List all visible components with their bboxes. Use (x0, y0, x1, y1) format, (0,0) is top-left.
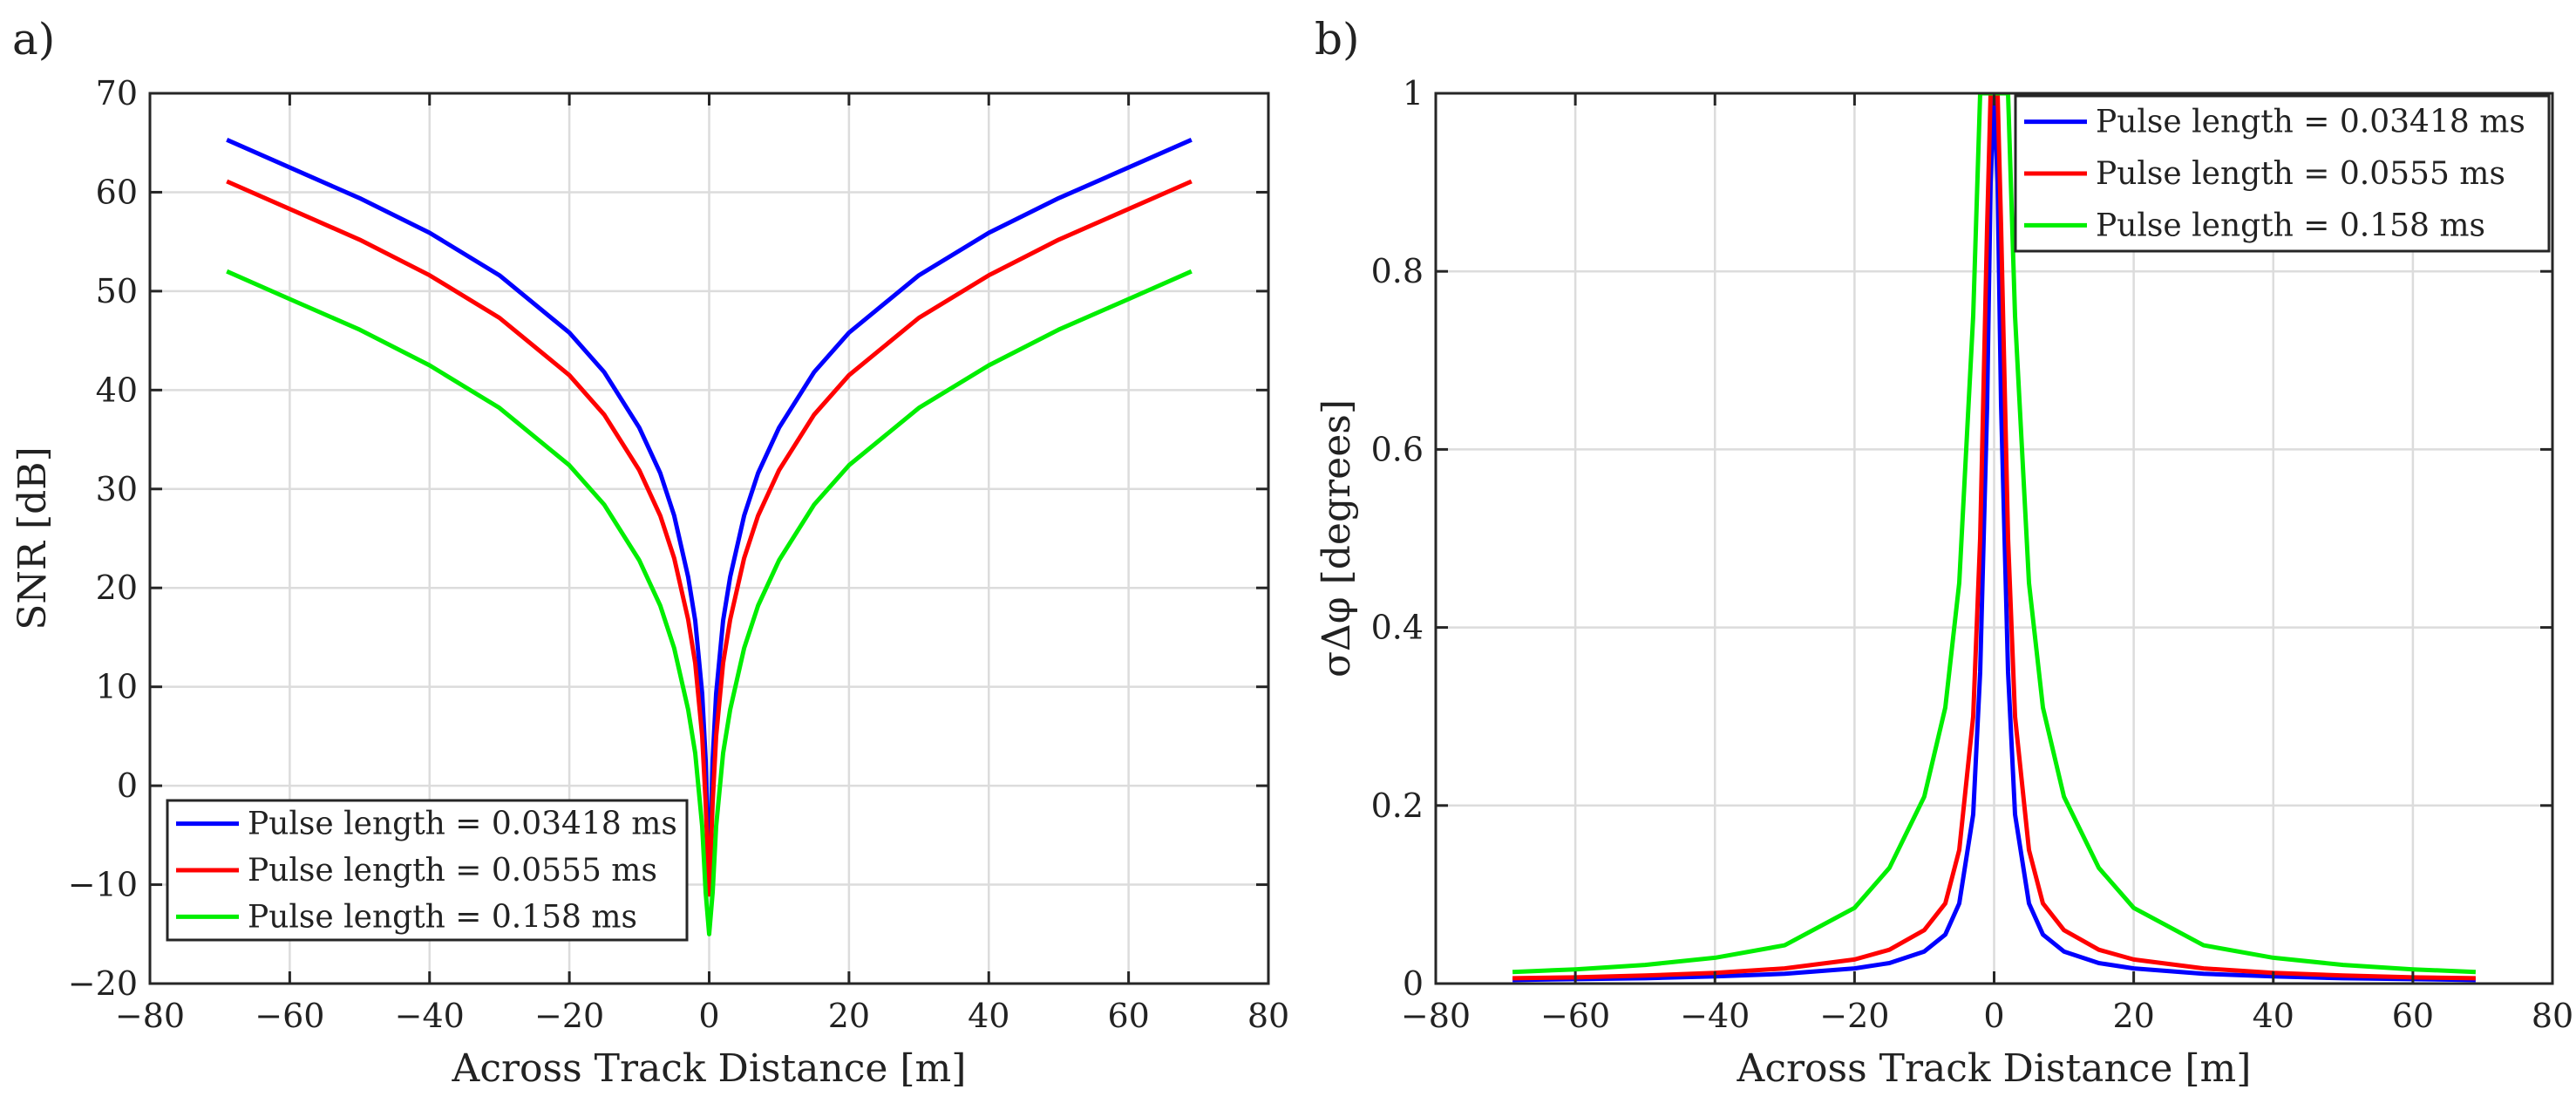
y-tick-label: 60 (96, 173, 138, 211)
x-tick-label: 60 (1107, 997, 1149, 1035)
x-tick-label: −40 (1680, 997, 1750, 1035)
y-tick-label: 40 (96, 371, 138, 409)
legend-entry-1: Pulse length = 0.0555 ms (248, 853, 657, 889)
x-tick-label: 40 (2253, 997, 2294, 1035)
y-tick-label: 0 (117, 766, 138, 805)
y-tick-label: 0.6 (1371, 430, 1424, 468)
snr-chart: −80 −60 −40 −20 0 20 40 60 80 −20 −10 0 10 20 30 40 50 60… (10, 14, 1289, 1091)
legend-entry-2: Pulse length = 0.158 ms (2096, 208, 2485, 243)
y-tick-label: 10 (96, 668, 138, 706)
y-tick-label: 1 (1403, 74, 1424, 112)
legend-entry-0: Pulse length = 0.03418 ms (2096, 105, 2525, 140)
y-tick-label: 30 (96, 470, 138, 508)
legend-box (166, 799, 689, 942)
legend: Pulse length = 0.03418 ms Pulse length = … (166, 799, 689, 942)
series-line-1 (1512, 93, 2476, 981)
x-tick-label: 80 (2532, 997, 2573, 1035)
series-line-1 (226, 179, 1193, 897)
series-line-0 (1512, 93, 2476, 983)
y-tick-label: −20 (68, 964, 138, 1003)
y-tick-label: 0.8 (1371, 252, 1424, 290)
x-axis-label: Across Track Distance [m] (1737, 1046, 2252, 1091)
x-tick-label: 80 (1247, 997, 1289, 1035)
x-tick-label: −20 (1819, 997, 1889, 1035)
x-tick-label: 0 (698, 997, 719, 1035)
y-tick-label: 0.2 (1371, 787, 1424, 825)
legend-entry-2: Pulse length = 0.158 ms (248, 899, 637, 935)
panel-label: b) (1315, 14, 1360, 65)
y-tick-label: 20 (96, 569, 138, 607)
legend-box (2014, 94, 2551, 253)
series-line-2 (1512, 93, 2477, 975)
y-tick-label: 50 (96, 272, 138, 310)
y-tick-label: 0 (1403, 964, 1424, 1003)
legend: Pulse length = 0.03418 ms Pulse length = … (2014, 94, 2551, 253)
x-tick-label: 0 (1983, 997, 2004, 1035)
legend-entry-1: Pulse length = 0.0555 ms (2096, 156, 2505, 192)
x-tick-label: 60 (2392, 997, 2434, 1035)
y-tick-label: 70 (96, 74, 138, 112)
panel-label: a) (12, 14, 55, 65)
x-tick-label: 40 (968, 997, 1009, 1035)
x-axis-label: Across Track Distance [m] (452, 1046, 967, 1091)
x-tick-label: −40 (395, 997, 465, 1035)
x-tick-label: −60 (255, 997, 324, 1035)
x-tick-label: −20 (534, 997, 604, 1035)
x-tick-label: −60 (1540, 997, 1610, 1035)
x-tick-label: −80 (115, 997, 185, 1035)
y-tick-label: 0.4 (1371, 609, 1424, 647)
phase-std-chart: −80 −60 −40 −20 0 20 40 60 80 0 0.2 0.4 0.6 0.8 1 Acros… (1315, 14, 2573, 1091)
x-tick-label: 20 (828, 997, 870, 1035)
y-tick-label: −10 (68, 866, 138, 904)
y-axis-label: σΔφ [degrees] (1315, 399, 1359, 678)
y-axis-label: SNR [dB] (10, 446, 55, 630)
x-tick-label: 20 (2112, 997, 2154, 1035)
legend-entry-0: Pulse length = 0.03418 ms (248, 807, 677, 842)
x-tick-label: −80 (1401, 997, 1471, 1035)
series-line-2 (226, 269, 1193, 936)
